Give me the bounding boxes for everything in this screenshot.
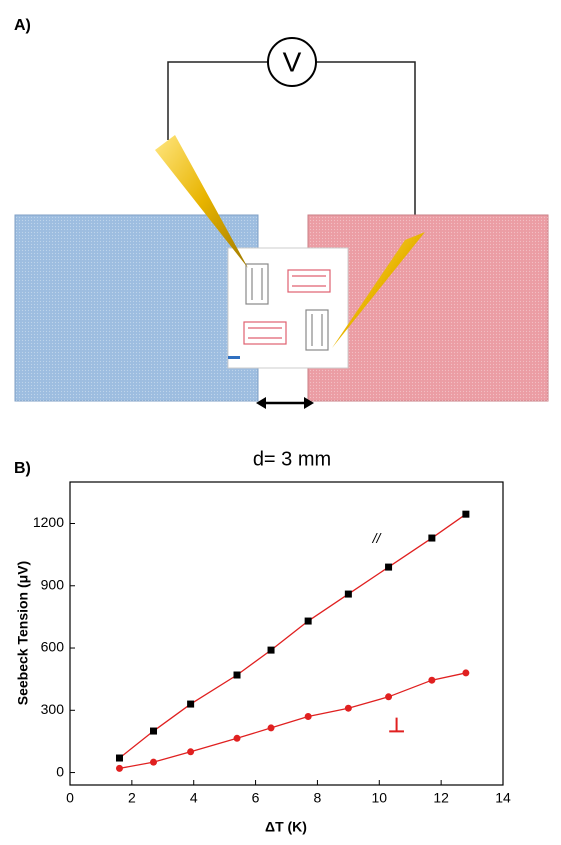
marker	[115, 764, 123, 772]
series-line	[119, 513, 467, 759]
wire	[167, 61, 268, 140]
y-axis-label: Seebeck Tension (μV)	[15, 561, 31, 705]
marker	[385, 563, 393, 571]
arrowhead	[256, 397, 266, 409]
series-label: //	[372, 530, 383, 546]
probe	[155, 135, 248, 268]
marker	[304, 617, 312, 625]
marker	[150, 758, 158, 766]
y-tick-label: 1200	[33, 514, 64, 530]
x-tick-label: 0	[66, 790, 74, 806]
y-tick-label: 300	[41, 701, 65, 717]
x-tick-label: 6	[252, 790, 260, 806]
x-axis-label: ΔT (K)	[265, 819, 307, 835]
marker	[187, 748, 195, 756]
voltmeter-label: V	[283, 46, 302, 77]
marker	[233, 671, 241, 679]
x-tick-label: 12	[433, 790, 449, 806]
marker	[267, 724, 275, 732]
marker	[462, 510, 470, 518]
marker	[344, 590, 352, 598]
x-tick-label: 8	[314, 790, 322, 806]
x-tick-label: 14	[495, 790, 511, 806]
x-tick-label: 10	[371, 790, 387, 806]
x-tick-label: 4	[190, 790, 198, 806]
y-tick-label: 900	[41, 576, 65, 592]
panel-label: A)	[14, 17, 31, 34]
plot-frame	[69, 481, 504, 786]
wire	[316, 61, 416, 235]
marker	[428, 534, 436, 542]
arrowhead	[304, 397, 314, 409]
gap-label: d= 3 mm	[253, 448, 331, 470]
y-tick-label: 0	[56, 763, 64, 779]
marker	[233, 734, 241, 742]
probe	[332, 232, 425, 348]
voltmeter	[267, 37, 317, 87]
panel-label: B)	[14, 460, 31, 477]
marker	[187, 700, 195, 708]
texture	[15, 215, 258, 401]
marker	[344, 704, 352, 712]
chip-pattern	[228, 263, 331, 359]
marker	[150, 727, 158, 735]
marker	[115, 754, 123, 762]
series-label: ⊥	[388, 715, 405, 737]
marker	[267, 646, 275, 654]
marker	[304, 713, 312, 721]
x-tick-label: 2	[128, 790, 136, 806]
marker	[462, 669, 470, 677]
marker	[385, 693, 393, 701]
y-tick-label: 600	[41, 639, 65, 655]
series-line	[119, 672, 467, 770]
marker	[428, 676, 436, 684]
